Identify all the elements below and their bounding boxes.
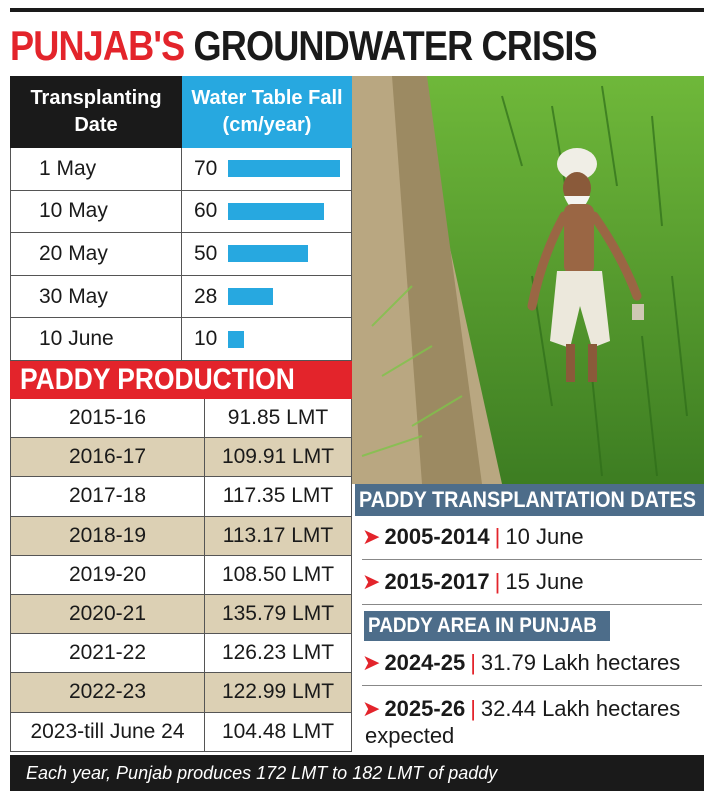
production-value: 126.23 LMT <box>205 634 352 673</box>
area-value: 32.44 Lakh hectares <box>480 696 681 721</box>
water-table-fall-bar <box>228 160 340 178</box>
water-table-fall-bar <box>228 202 324 220</box>
water-table-fall-value: 60 <box>194 199 218 223</box>
water-table-row: 10 June 10 <box>10 318 352 361</box>
title-part1: PUNJAB'S <box>10 22 185 69</box>
production-value: 108.50 LMT <box>205 555 352 594</box>
transplantation-item: ➤ 2015-2017 | 15 June <box>362 567 584 597</box>
divider <box>362 604 702 605</box>
separator: | <box>470 696 476 721</box>
production-value: 117.35 LMT <box>205 477 352 516</box>
water-table-fall-value: 50 <box>194 241 218 265</box>
transplanting-date-label: 20 May <box>10 233 182 275</box>
footer-note: Each year, Punjab produces 172 LMT to 18… <box>10 755 704 791</box>
farmer-field-photo <box>352 76 704 484</box>
production-year: 2023-till June 24 <box>10 712 205 751</box>
water-table-row: 30 May 28 <box>10 275 352 319</box>
separator: | <box>470 650 476 675</box>
water-table-fall-cell: 28 <box>182 275 352 318</box>
production-year: 2019-20 <box>10 555 205 594</box>
production-year: 2020-21 <box>10 594 205 634</box>
area-item: ➤ 2025-26 | 32.44 Lakh hectares <box>362 694 680 724</box>
page-title: PUNJAB'S GROUNDWATER CRISIS <box>10 18 598 74</box>
transplantation-period: 2015-2017 <box>384 569 490 594</box>
production-year: 2015-16 <box>10 399 205 438</box>
area-item: ➤ 2024-25 | 31.79 Lakh hectares <box>362 648 680 678</box>
water-table-row: 1 May 70 <box>10 148 352 191</box>
production-year: 2022-23 <box>10 673 205 712</box>
table-row: 2017-18 117.35 LMT <box>10 477 352 517</box>
paddy-area-heading: PADDY AREA IN PUNJAB <box>364 611 610 641</box>
farmer-field-illustration <box>352 76 704 484</box>
production-value: 109.91 LMT <box>205 438 352 477</box>
table-row: 2018-19 113.17 LMT <box>10 516 352 556</box>
production-year: 2016-17 <box>10 438 205 477</box>
area-value: 31.79 Lakh hectares <box>480 650 681 675</box>
table-row: 2020-21 135.79 LMT <box>10 594 352 635</box>
water-table-header: Transplanting Date Water Table Fall (cm/… <box>10 76 352 148</box>
arrow-icon: ➤ <box>362 650 381 675</box>
paddy-production-heading: PADDY PRODUCTION <box>10 361 352 399</box>
transplantation-dates-heading: PADDY TRANSPLANTATION DATES <box>355 484 704 516</box>
production-year: 2021-22 <box>10 634 205 673</box>
header-water-table-fall: Water Table Fall (cm/year) <box>182 76 352 148</box>
separator: | <box>494 524 501 549</box>
transplanting-date-label: 30 May <box>10 275 182 318</box>
divider <box>362 685 702 686</box>
area-year: 2025-26 <box>384 696 466 721</box>
paddy-area-heading-text: PADDY AREA IN PUNJAB <box>368 614 597 637</box>
paddy-production-heading-text: PADDY PRODUCTION <box>20 363 295 396</box>
water-table-fall-cell: 70 <box>182 148 352 190</box>
transplanting-date-label: 10 May <box>10 190 182 233</box>
water-table-fall-value: 28 <box>194 284 218 308</box>
water-table-fall-bar <box>228 245 308 263</box>
area-year: 2024-25 <box>384 650 466 675</box>
table-row: 2023-till June 24 104.48 LMT <box>10 712 352 752</box>
water-table-fall-cell: 60 <box>182 190 352 233</box>
table-row: 2021-22 126.23 LMT <box>10 634 352 674</box>
water-table-row: 20 May 50 <box>10 233 352 276</box>
water-table-fall-cell: 10 <box>182 318 352 360</box>
arrow-icon: ➤ <box>362 569 381 594</box>
title-part2: GROUNDWATER CRISIS <box>193 22 598 69</box>
production-year: 2018-19 <box>10 516 205 555</box>
production-value: 135.79 LMT <box>205 594 352 634</box>
production-year: 2017-18 <box>10 477 205 516</box>
arrow-icon: ➤ <box>362 696 381 721</box>
production-value: 113.17 LMT <box>205 516 352 555</box>
production-value: 122.99 LMT <box>205 673 352 712</box>
production-value: 104.48 LMT <box>205 712 352 751</box>
water-table-fall-value: 10 <box>194 327 218 351</box>
water-table-fall-value: 70 <box>194 156 218 180</box>
arrow-icon: ➤ <box>362 524 381 549</box>
area-note: expected <box>365 723 455 748</box>
transplantation-dates-heading-text: PADDY TRANSPLANTATION DATES <box>359 487 696 512</box>
transplantation-item: ➤ 2005-2014 | 10 June <box>362 522 584 552</box>
table-row: 2019-20 108.50 LMT <box>10 555 352 595</box>
divider <box>362 559 702 560</box>
water-table-fall-bar <box>228 288 273 306</box>
top-rule <box>10 8 704 12</box>
water-table-chart: Transplanting Date Water Table Fall (cm/… <box>10 76 352 361</box>
water-table-rows: 1 May 70 10 May 60 20 May 50 30 May 28 10 June 10 <box>10 148 352 361</box>
transplantation-period: 2005-2014 <box>384 524 490 549</box>
transplantation-date: 15 June <box>505 569 584 594</box>
water-table-fall-bar <box>228 330 244 348</box>
paddy-production-table: 2015-16 91.85 LMT 2016-17 109.91 LMT 2017-18… <box>10 399 352 752</box>
production-value: 91.85 LMT <box>205 399 352 438</box>
header-transplanting-date: Transplanting Date <box>10 76 182 148</box>
transplanting-date-label: 1 May <box>10 148 182 190</box>
table-row: 2022-23 122.99 LMT <box>10 673 352 713</box>
transplanting-date-label: 10 June <box>10 318 182 360</box>
table-row: 2016-17 109.91 LMT <box>10 438 352 478</box>
transplantation-date: 10 June <box>505 524 584 549</box>
water-table-row: 10 May 60 <box>10 190 352 234</box>
table-row: 2015-16 91.85 LMT <box>10 399 352 439</box>
separator: | <box>494 569 501 594</box>
water-table-fall-cell: 50 <box>182 233 352 275</box>
